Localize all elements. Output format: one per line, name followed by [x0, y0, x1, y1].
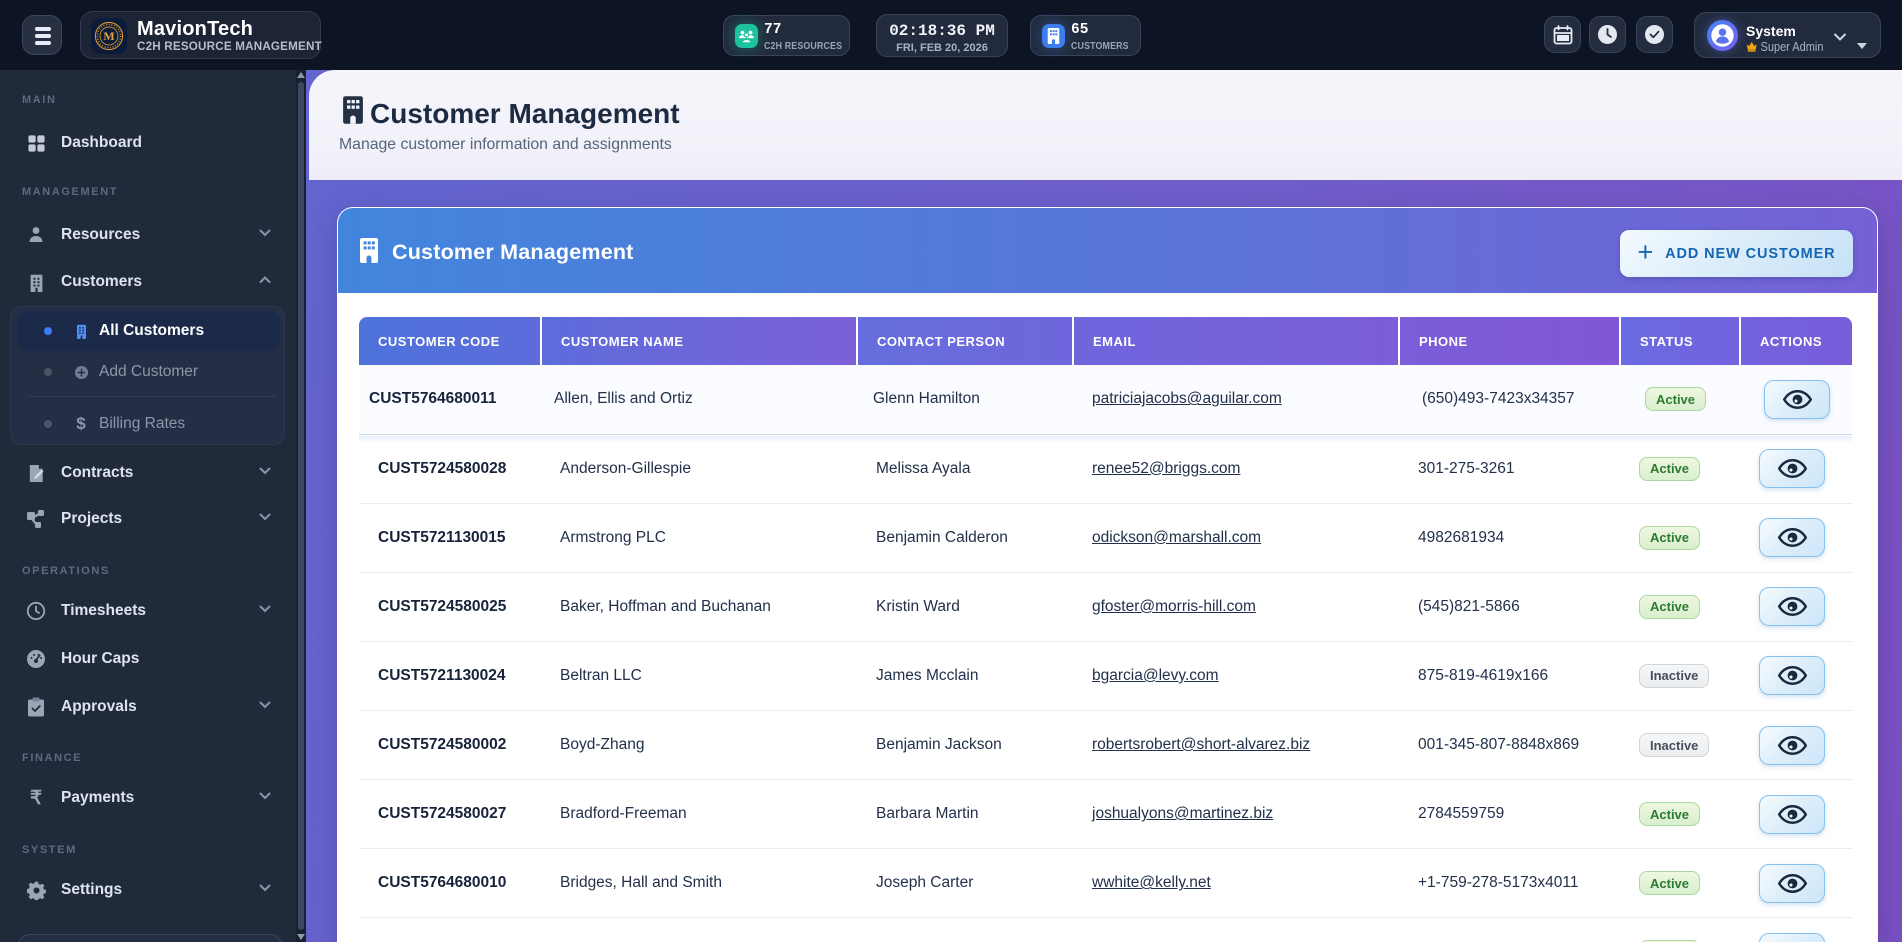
- svg-text:M: M: [103, 29, 114, 43]
